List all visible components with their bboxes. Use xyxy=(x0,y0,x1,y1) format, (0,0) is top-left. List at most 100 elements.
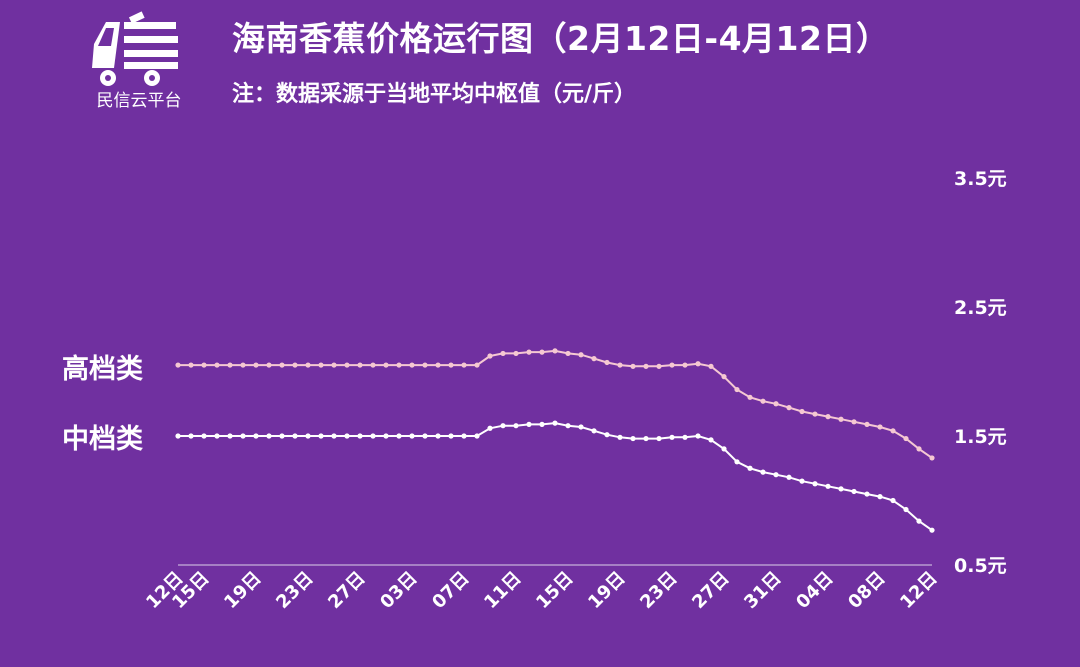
truck-logo-icon xyxy=(92,11,178,86)
data-point xyxy=(760,398,766,404)
data-point xyxy=(331,362,337,368)
data-point xyxy=(318,433,324,439)
data-point xyxy=(487,353,493,359)
x-tick-label: 03日 xyxy=(376,568,421,613)
data-point xyxy=(695,433,701,439)
data-point xyxy=(292,362,298,368)
y-tick-label: 1.5元 xyxy=(954,426,1007,448)
data-point xyxy=(669,434,675,440)
data-point xyxy=(539,349,545,355)
data-point xyxy=(279,433,285,439)
data-point xyxy=(565,423,571,429)
data-point xyxy=(825,483,831,489)
data-point xyxy=(773,401,779,407)
data-point xyxy=(591,356,597,362)
x-tick-label: 19日 xyxy=(584,568,629,613)
data-point xyxy=(357,362,363,368)
data-point xyxy=(578,424,584,430)
data-point xyxy=(760,469,766,475)
y-tick-label: 0.5元 xyxy=(954,555,1007,577)
data-point xyxy=(266,433,272,439)
data-point xyxy=(786,405,792,411)
data-point xyxy=(812,481,818,487)
data-point xyxy=(643,363,649,369)
series-line xyxy=(178,349,933,459)
x-tick-label: 15日 xyxy=(532,568,577,613)
data-point xyxy=(305,362,311,368)
data-point xyxy=(253,362,259,368)
data-point xyxy=(448,362,454,368)
y-axis-ticks: 0.5元 1.5元 2.5元 3.5元 xyxy=(954,168,1007,577)
x-tick-label: 04日 xyxy=(792,568,837,613)
data-point xyxy=(591,428,597,434)
data-point xyxy=(825,414,831,420)
series-line xyxy=(178,422,933,532)
data-point xyxy=(851,419,857,425)
series-layer xyxy=(175,348,935,533)
data-point xyxy=(409,433,415,439)
data-point xyxy=(240,362,246,368)
data-point xyxy=(877,494,883,500)
series-0 xyxy=(175,348,935,461)
y-tick-label: 3.5元 xyxy=(954,168,1007,190)
series-1 xyxy=(175,420,935,533)
data-point xyxy=(552,348,558,354)
chart-subtitle: 注：数据采源于当地平均中枢值（元/斤） xyxy=(232,82,637,107)
data-point xyxy=(838,416,844,422)
data-point xyxy=(721,374,727,380)
series-label-mid: 中档类 xyxy=(62,424,143,455)
data-point xyxy=(890,428,896,434)
data-point xyxy=(461,433,467,439)
data-point xyxy=(474,362,480,368)
data-point xyxy=(487,425,493,431)
data-point xyxy=(370,433,376,439)
data-point xyxy=(357,433,363,439)
x-tick-label: 23日 xyxy=(272,568,317,613)
data-point xyxy=(708,363,714,369)
data-point xyxy=(513,350,519,357)
data-point xyxy=(630,363,636,369)
data-point xyxy=(890,497,896,504)
data-point xyxy=(721,446,727,452)
data-point xyxy=(669,362,675,368)
data-point xyxy=(331,433,337,439)
data-point xyxy=(604,432,610,438)
data-point xyxy=(175,362,181,368)
data-point xyxy=(565,350,571,357)
data-point xyxy=(214,433,220,439)
data-point xyxy=(461,362,467,368)
data-point xyxy=(747,465,753,471)
data-point xyxy=(500,423,506,429)
brand-logo xyxy=(84,10,194,110)
data-point xyxy=(526,349,532,355)
data-point xyxy=(253,433,259,439)
data-point xyxy=(643,435,649,442)
x-tick-label: 12日 xyxy=(896,568,941,613)
data-point xyxy=(292,433,298,439)
data-point xyxy=(851,488,857,495)
data-point xyxy=(305,433,311,439)
brand-name: 民信云平台 xyxy=(96,91,182,111)
data-point xyxy=(903,435,909,442)
data-point xyxy=(682,362,688,368)
data-point xyxy=(409,362,415,368)
data-point xyxy=(929,455,935,461)
data-point xyxy=(877,424,883,430)
series-label-high: 高档类 xyxy=(62,353,143,385)
data-point xyxy=(578,352,584,358)
data-point xyxy=(604,359,610,366)
data-point xyxy=(266,362,272,368)
data-point xyxy=(175,433,181,439)
data-point xyxy=(526,421,532,427)
data-point xyxy=(864,491,870,497)
data-point xyxy=(201,362,207,368)
data-point xyxy=(773,472,779,478)
data-point xyxy=(682,434,688,440)
data-point xyxy=(474,433,480,439)
data-point xyxy=(396,362,402,368)
data-point xyxy=(656,363,662,369)
data-point xyxy=(448,433,454,439)
x-tick-label: 27日 xyxy=(688,568,733,613)
data-point xyxy=(383,362,389,368)
